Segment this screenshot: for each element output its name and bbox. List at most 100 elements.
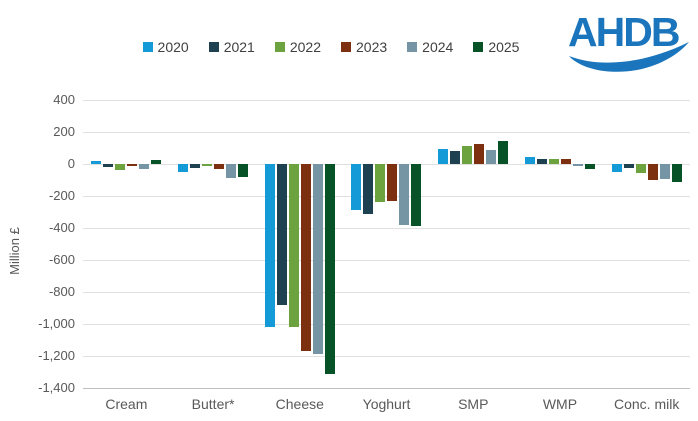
legend-label: 2021 (223, 39, 255, 55)
bar-2025-cream (151, 160, 162, 164)
bar-2021-butter- (190, 164, 201, 168)
bar-slot (103, 100, 114, 388)
bar-2021-cream (103, 164, 114, 168)
bar-slot (536, 100, 547, 388)
bar-group-yoghurt (351, 100, 422, 388)
legend-item-2022: 2022 (274, 38, 321, 56)
gridline (83, 100, 690, 101)
bar-2022-cream (115, 164, 126, 171)
bar-2025-wmp (584, 164, 595, 169)
gridline (83, 196, 690, 197)
y-tick-label: -400 (48, 220, 75, 235)
bar-group-cheese (264, 100, 335, 388)
bar-slot (560, 100, 571, 388)
legend-swatch-2022 (274, 42, 285, 52)
legend-item-2023: 2023 (341, 38, 387, 56)
bar-slot (438, 100, 449, 388)
bar-slot (659, 100, 670, 388)
x-tick-label-yoghurt: Yoghurt (362, 396, 411, 412)
bar-slot (151, 100, 162, 388)
legend-label: 2024 (422, 39, 454, 55)
y-tick-label: -1,000 (38, 316, 75, 331)
bar-slot (647, 100, 658, 388)
bar-slot (572, 100, 583, 388)
chart-legend: 2020 2021 2022 2023 2024 2025 (0, 38, 698, 56)
legend-label: 2020 (157, 39, 189, 55)
bar-2023-butter- (214, 164, 225, 169)
bar-group-butter- (178, 100, 249, 388)
bar-2024-conc-milk (659, 164, 670, 180)
bar-group-cream (91, 100, 162, 388)
bar-2022-butter- (202, 164, 213, 167)
gridline (83, 324, 690, 325)
bar-slot (635, 100, 646, 388)
legend-item-2020: 2020 (142, 38, 189, 56)
ahdb-logo-text: AHDB (568, 9, 679, 55)
legend-label: 2025 (488, 39, 520, 55)
bar-2025-cheese (324, 164, 335, 374)
x-tick-label-smp: SMP (458, 396, 489, 412)
bar-slot (486, 100, 497, 388)
legend-swatch-2023 (341, 42, 351, 52)
bar-2020-yoghurt (351, 164, 362, 211)
bar-2024-wmp (572, 164, 583, 167)
bar-slot (411, 100, 422, 388)
bar-slot (399, 100, 410, 388)
bar-2025-conc-milk (671, 164, 682, 182)
y-tick-label: -600 (48, 252, 75, 267)
bar-slot (584, 100, 595, 388)
bar-2020-wmp (524, 156, 535, 164)
bar-slot (498, 100, 509, 388)
bar-slot (300, 100, 311, 388)
y-tick-label: 400 (53, 92, 75, 107)
bar-2025-butter- (238, 164, 249, 177)
bar-2024-smp (486, 150, 497, 164)
bar-2023-smp (474, 144, 485, 164)
bar-group-conc-milk (611, 100, 682, 388)
bar-slot (623, 100, 634, 388)
bar-2020-smp (438, 148, 449, 164)
gridline (83, 164, 690, 165)
bar-slot (387, 100, 398, 388)
bar-2021-yoghurt (363, 164, 374, 214)
y-tick-label: -200 (48, 188, 75, 203)
x-tick-label-cream: Cream (105, 396, 148, 412)
y-axis-tick-labels: 400 200 0 -200 -400 -600 -800 -1,000 -1,200 -1,40… (0, 92, 75, 395)
bar-slot (139, 100, 150, 388)
bar-2024-butter- (226, 164, 237, 179)
bar-2025-yoghurt (411, 164, 422, 227)
bar-slot (214, 100, 225, 388)
bar-slot (375, 100, 386, 388)
bar-slot (671, 100, 682, 388)
bar-2022-smp (462, 145, 473, 164)
bar-slot (276, 100, 287, 388)
bar-2024-cream (139, 164, 150, 169)
bar-2021-smp (450, 151, 461, 164)
bar-group-wmp (524, 100, 595, 388)
bar-2024-cheese (312, 164, 323, 355)
y-tick-label: 200 (53, 124, 75, 139)
bar-2021-cheese (276, 164, 287, 305)
ahdb-logo: AHDB (568, 9, 689, 72)
x-tick-label-cheese: Cheese (275, 396, 324, 412)
bar-slot (91, 100, 102, 388)
bar-2022-wmp (548, 159, 559, 164)
bar-2023-conc-milk (647, 164, 658, 180)
legend-label: 2022 (289, 39, 321, 55)
bar-slot (312, 100, 323, 388)
y-tick-label: 0 (67, 156, 75, 171)
bar-slot (238, 100, 249, 388)
bar-2023-cheese (300, 164, 311, 352)
y-tick-label: -1,400 (38, 380, 75, 395)
bar-group-smp (438, 100, 509, 388)
legend-swatch-2025 (473, 42, 484, 52)
bar-slot (115, 100, 126, 388)
bar-slot (202, 100, 213, 388)
plot-area (83, 100, 690, 389)
bar-slot (127, 100, 138, 388)
bar-slot (288, 100, 299, 388)
legend-swatch-2024 (407, 42, 418, 52)
bar-slot (611, 100, 622, 388)
bar-groups (83, 100, 690, 388)
bar-slot (548, 100, 559, 388)
